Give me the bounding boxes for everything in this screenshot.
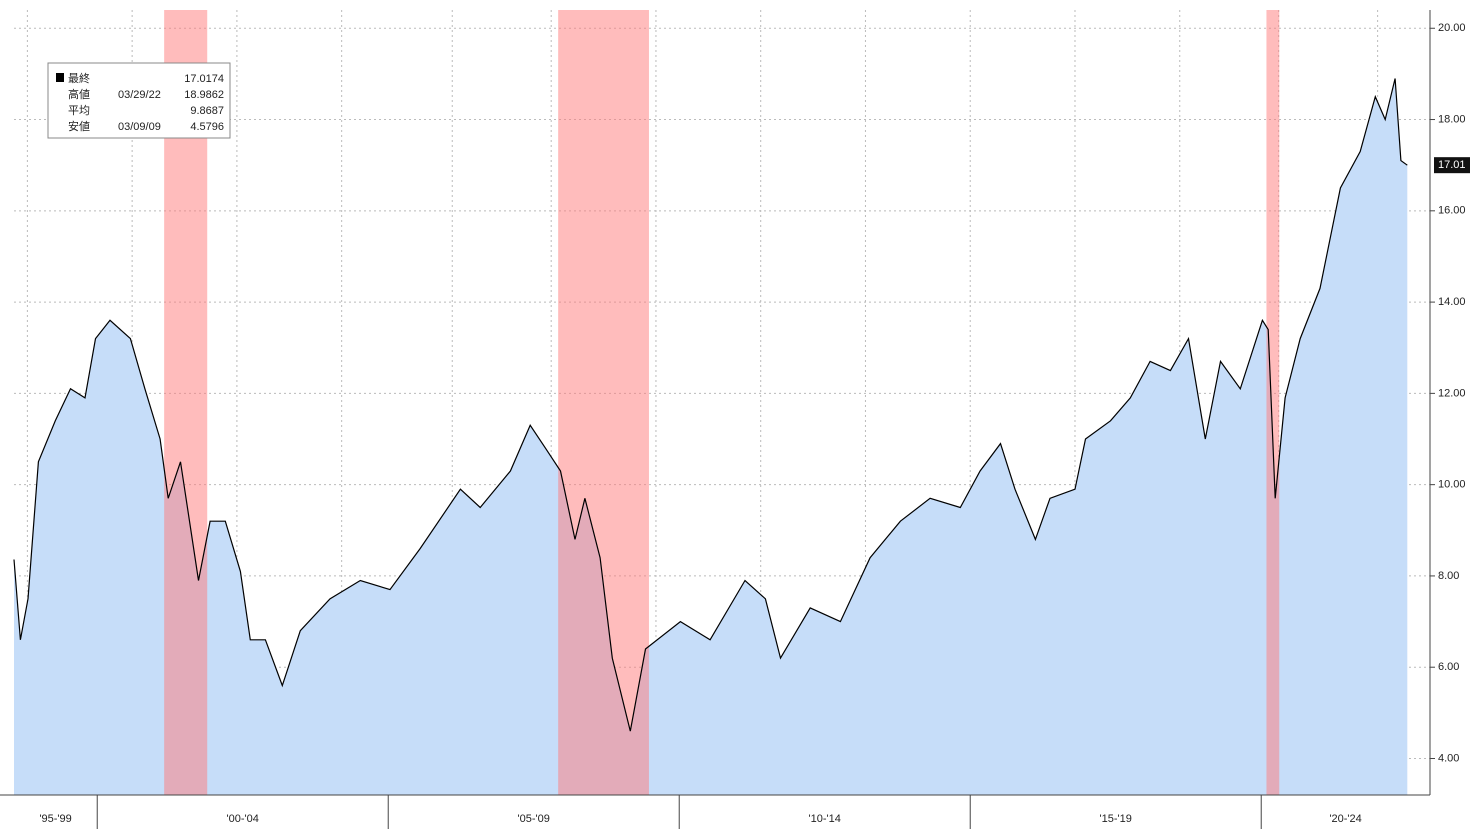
y-tick-label: 6.00 [1438,661,1459,673]
legend-date: 03/29/22 [118,89,161,101]
legend-date: 03/09/09 [118,121,161,133]
legend-name: 最終 [68,71,90,85]
line [13,78,1408,732]
legend: 最終 17.0174 高値 03/29/22 18.9862 平均 9.8687 安値 03/0… [47,62,231,139]
x-tick-label: '00-'04 [227,813,259,825]
legend-value: 18.9862 [184,89,224,101]
y-tick-label: 14.00 [1438,296,1466,308]
legend-name: 平均 [68,104,90,117]
last-value-label: 17.01 [1438,159,1466,171]
y-tick-label: 16.00 [1438,205,1466,217]
legend-name: 高値 [68,87,90,101]
recession-band [558,10,649,795]
y-tick-label: 8.00 [1438,570,1459,582]
legend-value: 4.5796 [190,121,224,133]
y-tick-label: 4.00 [1438,752,1459,764]
recession-band [1266,10,1280,795]
x-tick-label: '20-'24 [1329,813,1361,825]
legend-value: 9.8687 [190,105,224,117]
last-value-tag [1434,157,1470,174]
y-tick-label: 12.00 [1438,387,1466,399]
x-tick-label: '95-'99 [39,813,71,825]
x-tick-label: '10-'14 [809,813,841,825]
legend-name: 安値 [68,119,90,133]
recession-band [164,10,208,795]
y-tick-label: 10.00 [1438,479,1466,491]
y-tick-label: 18.00 [1438,113,1466,125]
legend-box [47,62,231,139]
x-tick-label: '15-'19 [1100,813,1132,825]
legend-swatch [56,73,64,82]
y-tick-label: 20.00 [1438,22,1466,34]
x-tick-label: '05-'09 [518,813,550,825]
area [14,78,1408,795]
legend-value: 17.0174 [184,73,224,85]
